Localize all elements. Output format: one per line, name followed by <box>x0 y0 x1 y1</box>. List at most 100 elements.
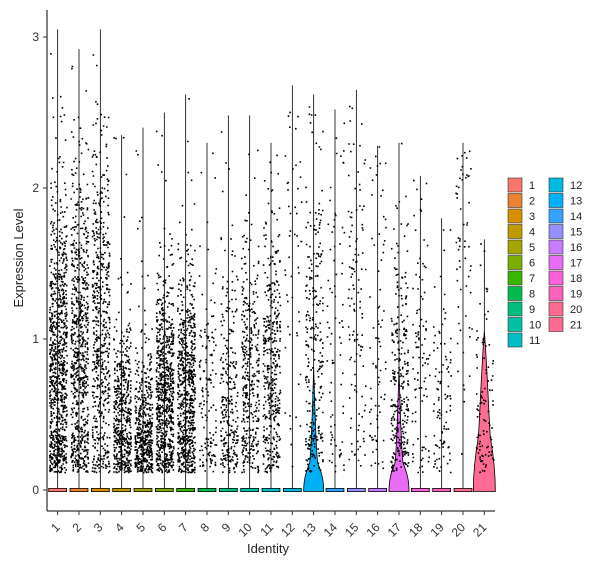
legend-key <box>507 239 523 255</box>
legend-label: 17 <box>570 258 582 270</box>
legend-item-11: 11 <box>507 332 540 348</box>
legend-key <box>548 177 564 193</box>
legend-key <box>548 270 564 286</box>
x-tick-label-6: 6 <box>155 520 170 535</box>
legend-item-12: 12 <box>548 177 582 193</box>
violin-group-2 <box>69 49 90 492</box>
legend-item-10: 10 <box>507 317 541 332</box>
legend-item-13: 13 <box>548 193 582 208</box>
points-7 <box>177 98 196 474</box>
violin-group-13 <box>303 94 325 492</box>
x-tick-label-5: 5 <box>133 520 148 535</box>
points-11 <box>262 154 282 474</box>
violin-body-7 <box>176 488 196 492</box>
jitter-points-16 <box>369 146 387 470</box>
violin-group-10 <box>240 115 260 492</box>
plot-panel <box>48 29 496 492</box>
legend-key <box>507 208 523 224</box>
legend-key <box>507 301 523 317</box>
x-tick-label-4: 4 <box>112 520 127 535</box>
legend-item-14: 14 <box>548 208 582 224</box>
legend-item-20: 20 <box>548 301 582 317</box>
jitter-points-6 <box>155 130 175 474</box>
points-5 <box>134 150 154 474</box>
violin-body-5 <box>133 488 153 492</box>
jitter-points-17 <box>390 142 410 472</box>
violin-body-18 <box>410 488 430 492</box>
points-9 <box>219 131 239 474</box>
violin-group-20 <box>453 142 473 492</box>
jitter-points-11 <box>262 154 282 474</box>
legend-item-8: 8 <box>507 286 535 301</box>
x-tick-label-20: 20 <box>449 520 469 540</box>
violin-group-17 <box>388 142 410 492</box>
legend-label: 6 <box>529 258 535 270</box>
legend-label: 18 <box>570 273 582 285</box>
legend-item-2: 2 <box>507 193 535 208</box>
x-tick-label-10: 10 <box>235 520 255 540</box>
points-15 <box>347 105 367 467</box>
violin-body-6 <box>154 488 174 492</box>
legend-item-7: 7 <box>507 270 535 286</box>
legend-label: 5 <box>529 242 535 254</box>
legend-item-19: 19 <box>548 286 582 301</box>
legend-item-16: 16 <box>548 239 582 255</box>
legend-key <box>548 239 564 255</box>
jitter-points-8 <box>198 152 218 473</box>
legend-key <box>507 286 523 301</box>
legend-key <box>548 286 564 301</box>
jitter-points-9 <box>219 131 239 474</box>
violin-body-1 <box>48 488 68 492</box>
jitter-points-1 <box>49 53 68 474</box>
legend-item-17: 17 <box>548 255 582 270</box>
legend-key <box>507 177 523 193</box>
jitter-points-5 <box>134 150 154 474</box>
points-2 <box>70 65 90 473</box>
legend-label: 19 <box>570 289 582 301</box>
x-axis-title: Identity <box>247 541 289 556</box>
violin-group-5 <box>133 127 154 492</box>
x-tick-label-7: 7 <box>176 520 191 535</box>
violin-group-1 <box>48 29 68 492</box>
violin-body-11 <box>261 488 281 492</box>
legend-label: 20 <box>570 304 582 316</box>
violin-body-8 <box>197 488 217 492</box>
legend-item-5: 5 <box>507 239 535 255</box>
violin-group-18 <box>410 175 431 492</box>
legend-key <box>507 270 523 286</box>
x-tick-label-8: 8 <box>197 520 212 535</box>
jitter-points-18 <box>411 179 431 474</box>
points-4 <box>113 136 132 474</box>
x-tick-label-15: 15 <box>342 520 362 540</box>
violin-body-12 <box>282 488 302 492</box>
violin-group-8 <box>197 142 218 492</box>
x-tick-label-21: 21 <box>470 520 490 540</box>
x-tick-label-12: 12 <box>278 520 298 540</box>
legend-key <box>507 332 523 348</box>
violin-body-16 <box>368 488 388 492</box>
jitter-points-14 <box>326 122 346 473</box>
violin-group-4 <box>112 135 132 492</box>
legend-label: 14 <box>570 211 582 223</box>
violin-body-17 <box>388 369 410 492</box>
jitter-points-2 <box>70 65 90 473</box>
legend-item-1: 1 <box>507 177 535 193</box>
points-1 <box>49 53 68 474</box>
legend-label: 1 <box>529 180 535 192</box>
legend-label: 9 <box>529 304 535 316</box>
legend-label: 3 <box>529 211 535 223</box>
violin-body-19 <box>432 488 452 492</box>
jitter-points-20 <box>455 150 473 455</box>
legend-item-3: 3 <box>507 208 535 224</box>
points-3 <box>91 54 111 474</box>
violin-group-15 <box>346 89 367 492</box>
jitter-points-19 <box>432 229 452 474</box>
points-12 <box>284 111 303 468</box>
jitter-points-3 <box>91 54 111 474</box>
jitter-points-4 <box>113 136 132 474</box>
points-18 <box>411 179 431 474</box>
legend-key <box>507 224 523 239</box>
violin-body-4 <box>112 488 132 492</box>
points-14 <box>326 122 346 473</box>
